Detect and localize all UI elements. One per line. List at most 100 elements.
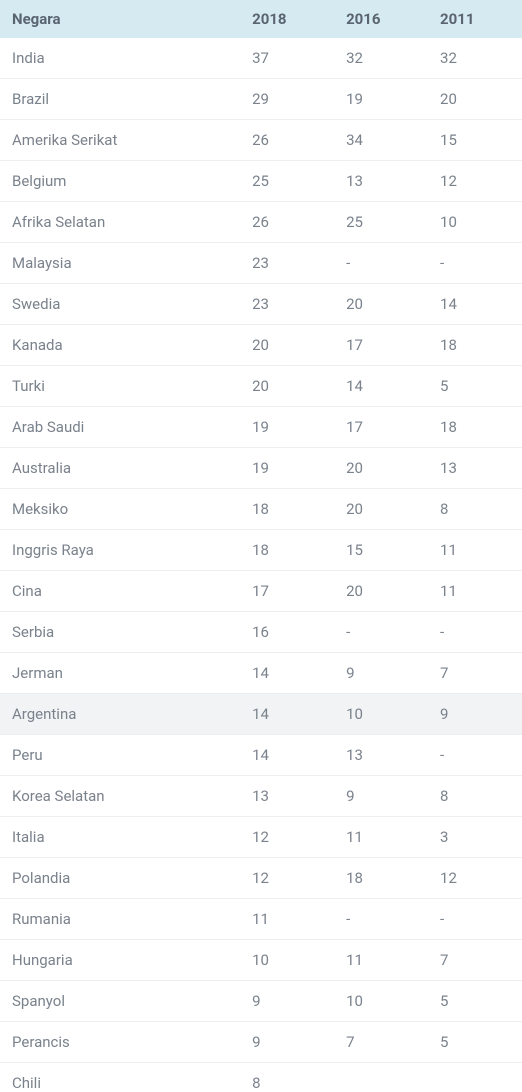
cell-country: Cina (0, 571, 240, 612)
cell-value: - (428, 243, 522, 284)
cell-value: 13 (428, 448, 522, 489)
col-header-country: Negara (0, 0, 240, 38)
table-row: Inggris Raya181511 (0, 530, 522, 571)
cell-value: 8 (428, 776, 522, 817)
cell-country: Jerman (0, 653, 240, 694)
cell-value: 18 (240, 489, 334, 530)
cell-value: 20 (240, 325, 334, 366)
cell-value: 9 (334, 776, 428, 817)
cell-value: 18 (428, 325, 522, 366)
cell-value: 26 (240, 202, 334, 243)
cell-value: 18 (240, 530, 334, 571)
table-row: India373232 (0, 38, 522, 79)
cell-value: - (334, 899, 428, 940)
table-row: Kanada201718 (0, 325, 522, 366)
cell-country: Serbia (0, 612, 240, 653)
cell-value: 19 (334, 79, 428, 120)
cell-country: Amerika Serikat (0, 120, 240, 161)
cell-country: Peru (0, 735, 240, 776)
cell-value: 7 (334, 1022, 428, 1063)
cell-value: 5 (428, 366, 522, 407)
table-row: Arab Saudi191718 (0, 407, 522, 448)
cell-value: - (428, 612, 522, 653)
table-row-cutoff: Chili8 (0, 1063, 522, 1092)
col-header-2011: 2011 (428, 0, 522, 38)
cell-value: - (428, 735, 522, 776)
table-row: Hungaria10117 (0, 940, 522, 981)
cell-country: Rumania (0, 899, 240, 940)
cell-value: 13 (334, 161, 428, 202)
table-row: Argentina14109 (0, 694, 522, 735)
cell-country: Turki (0, 366, 240, 407)
cell-value: 29 (240, 79, 334, 120)
cell-country: Italia (0, 817, 240, 858)
table-row: Turki20145 (0, 366, 522, 407)
col-header-2018: 2018 (240, 0, 334, 38)
table-row: Belgium251312 (0, 161, 522, 202)
col-header-2016: 2016 (334, 0, 428, 38)
cell-value (428, 1063, 522, 1092)
cell-value: 10 (428, 202, 522, 243)
cell-value: 14 (240, 694, 334, 735)
cell-country: Chili (0, 1063, 240, 1092)
cell-value: 17 (334, 407, 428, 448)
cell-value: 14 (334, 366, 428, 407)
cell-value: 16 (240, 612, 334, 653)
table-row: Peru1413- (0, 735, 522, 776)
cell-value: 11 (240, 899, 334, 940)
cell-value: 7 (428, 653, 522, 694)
cell-value: 11 (428, 571, 522, 612)
cell-value: 12 (240, 858, 334, 899)
cell-value: 10 (334, 694, 428, 735)
cell-value: 20 (334, 489, 428, 530)
cell-value: 9 (334, 653, 428, 694)
cell-country: Kanada (0, 325, 240, 366)
cell-value: 11 (428, 530, 522, 571)
cell-country: Australia (0, 448, 240, 489)
cell-country: Spanyol (0, 981, 240, 1022)
cell-country: Belgium (0, 161, 240, 202)
table-row: Swedia232014 (0, 284, 522, 325)
table-row: Serbia16-- (0, 612, 522, 653)
cell-value: - (334, 612, 428, 653)
cell-value: 9 (240, 981, 334, 1022)
cell-country: Perancis (0, 1022, 240, 1063)
cell-value: 7 (428, 940, 522, 981)
cell-value: 13 (240, 776, 334, 817)
cell-value: 20 (428, 79, 522, 120)
table-body: India373232Brazil291920Amerika Serikat26… (0, 38, 522, 1092)
cell-country: Swedia (0, 284, 240, 325)
cell-value: 3 (428, 817, 522, 858)
cell-value: 17 (334, 325, 428, 366)
cell-value (334, 1063, 428, 1092)
table-row: Jerman1497 (0, 653, 522, 694)
cell-country: Hungaria (0, 940, 240, 981)
cell-value: 23 (240, 243, 334, 284)
table-row: Meksiko18208 (0, 489, 522, 530)
cell-value: 32 (334, 38, 428, 79)
table-row: Korea Selatan1398 (0, 776, 522, 817)
cell-value: 18 (334, 858, 428, 899)
cell-value: - (428, 899, 522, 940)
cell-value: 20 (240, 366, 334, 407)
cell-value: 11 (334, 940, 428, 981)
cell-value: 37 (240, 38, 334, 79)
cell-value: 17 (240, 571, 334, 612)
table-row: Afrika Selatan262510 (0, 202, 522, 243)
table-row: Brazil291920 (0, 79, 522, 120)
cell-value: 13 (334, 735, 428, 776)
cell-country: Argentina (0, 694, 240, 735)
cell-country: India (0, 38, 240, 79)
cell-country: Korea Selatan (0, 776, 240, 817)
cell-value: 14 (428, 284, 522, 325)
cell-country: Brazil (0, 79, 240, 120)
cell-value: 10 (240, 940, 334, 981)
cell-value: 9 (428, 694, 522, 735)
cell-country: Afrika Selatan (0, 202, 240, 243)
table-row: Malaysia23-- (0, 243, 522, 284)
cell-value: 20 (334, 284, 428, 325)
table-row: Spanyol9105 (0, 981, 522, 1022)
cell-value: 15 (428, 120, 522, 161)
cell-value: 15 (334, 530, 428, 571)
table-row: Cina172011 (0, 571, 522, 612)
